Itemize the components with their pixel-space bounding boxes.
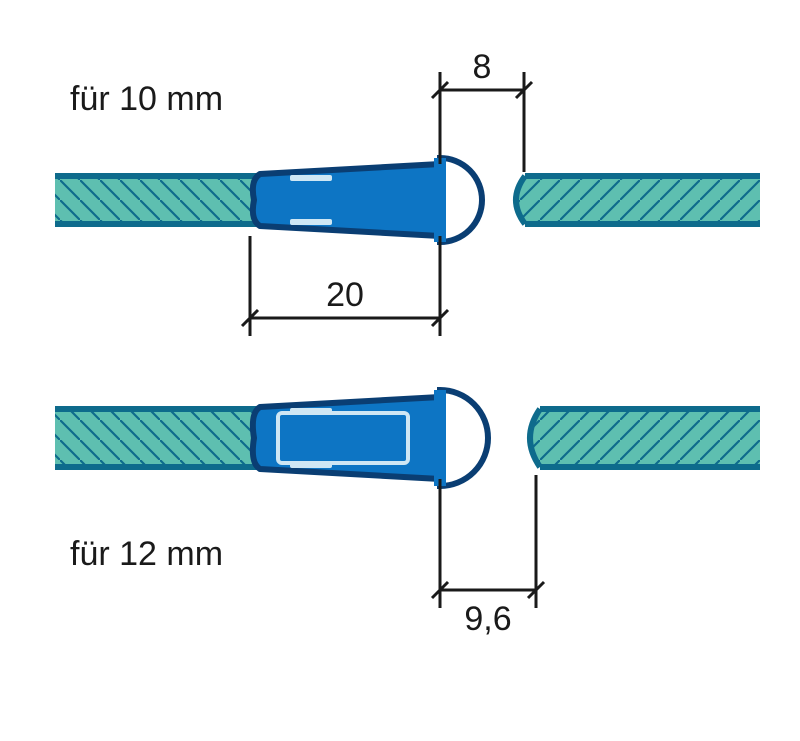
dimension-body-value: 20: [326, 276, 364, 314]
dimension-top-bulb: 8: [432, 48, 532, 108]
dimension-top-bulb-value: 8: [473, 48, 492, 86]
dimension-body: 20: [242, 276, 448, 336]
glass-right-12mm: [530, 409, 760, 467]
technical-drawing: 8 20 9,6 für 10 mm für 12 mm: [0, 0, 800, 736]
dimension-bottom-bulb-value: 9,6: [464, 600, 511, 638]
seal-profile-12mm: [253, 390, 488, 486]
seal-profile-10mm: [253, 158, 482, 242]
glass-right-10mm: [516, 176, 760, 224]
label-12mm: für 12 mm: [70, 535, 223, 573]
dimension-bottom-bulb: 9,6: [432, 572, 544, 638]
label-10mm: für 10 mm: [70, 80, 223, 118]
